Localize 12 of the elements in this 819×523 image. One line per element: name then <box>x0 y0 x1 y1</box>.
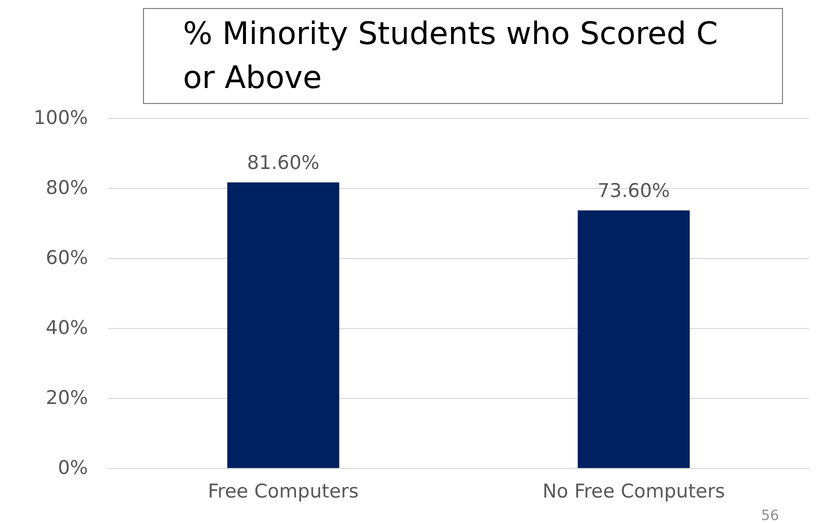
y-tick-label: 80% <box>46 177 88 199</box>
y-tick-label: 100% <box>34 107 88 129</box>
chart-title: % Minority Students who Scored C or Above <box>183 16 728 96</box>
y-tick-label: 0% <box>58 457 88 479</box>
y-tick-label: 40% <box>46 317 88 339</box>
data-label: 73.60% <box>598 180 670 202</box>
x-tick-label: No Free Computers <box>542 480 726 502</box>
y-tick-label: 60% <box>46 247 88 269</box>
data-label: 81.60% <box>247 152 320 174</box>
x-tick-label: Free Computers <box>208 480 359 502</box>
text: 56 <box>761 508 780 523</box>
y-tick-label: 20% <box>46 387 88 409</box>
